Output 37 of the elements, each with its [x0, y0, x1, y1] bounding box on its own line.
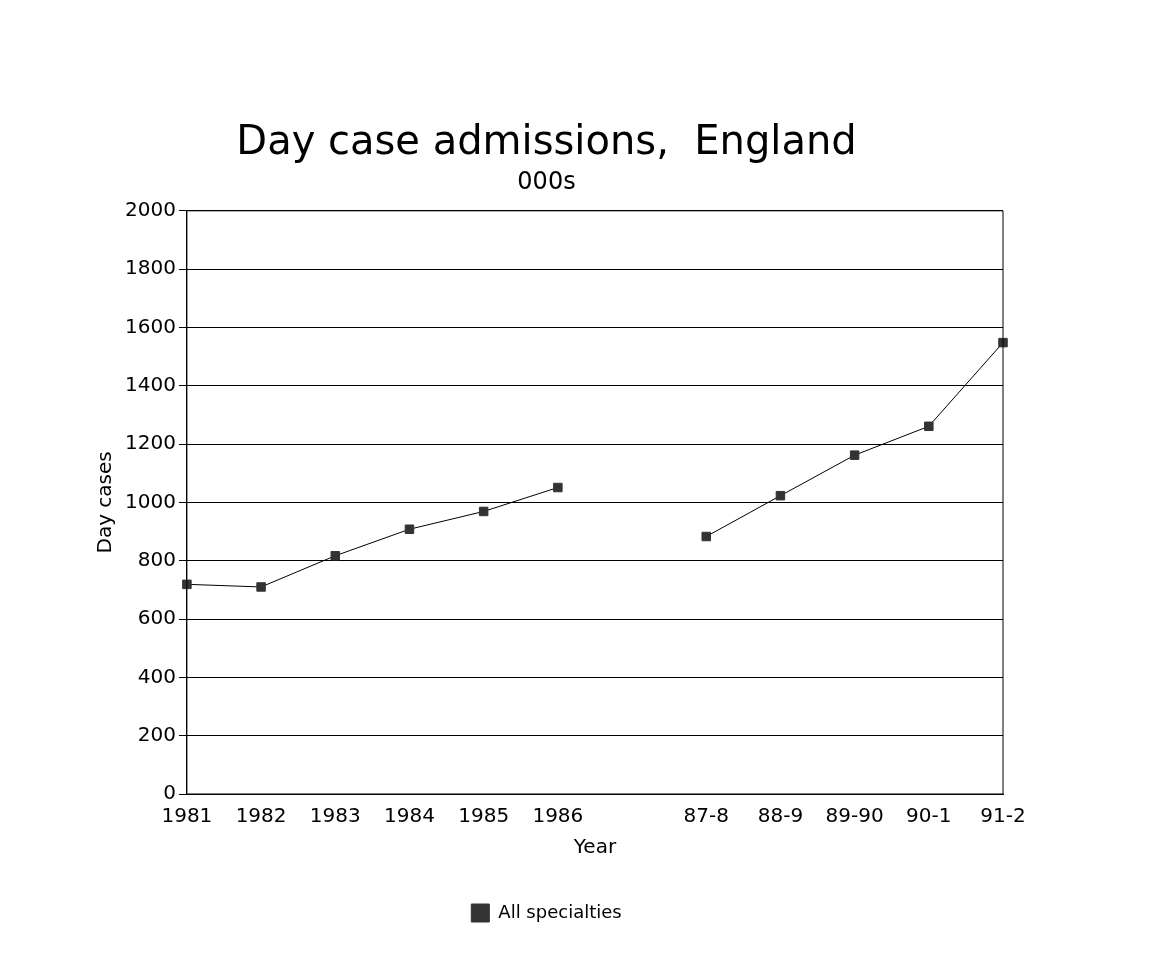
x-tick-label: 88-9 — [757, 803, 804, 828]
chart-title: Day case admissions, England — [236, 117, 857, 164]
point — [701, 531, 711, 542]
x-tick-label: 87-8 — [683, 803, 729, 828]
y-tick-label: 2000 — [124, 197, 176, 221]
y-tick-label: 400 — [137, 663, 176, 688]
y-axis-title: Day cases — [92, 451, 117, 554]
point — [330, 551, 341, 561]
y-tick-label: 0 — [163, 780, 176, 805]
y-tick-label: 600 — [137, 605, 176, 630]
x-tick-label: 89-90 — [825, 803, 884, 828]
point — [182, 579, 192, 590]
y-tick-label: 1000 — [124, 488, 176, 513]
legend-label: All specialties — [498, 900, 622, 922]
point — [404, 524, 415, 534]
point — [924, 421, 934, 432]
y-tick-label: 800 — [137, 546, 176, 571]
x-tick-label: 1984 — [384, 803, 435, 828]
point — [553, 482, 563, 493]
y-tick-label: 1800 — [124, 255, 176, 280]
y-tick-label: 200 — [137, 721, 176, 746]
point — [256, 582, 266, 592]
x-axis-title: Year — [572, 834, 617, 859]
x-tick-label: 1983 — [309, 803, 361, 828]
y-tick-label: 1400 — [124, 371, 176, 396]
y-tick-label: 1200 — [124, 430, 176, 455]
chart-subtitle: 000s — [517, 166, 576, 195]
x-tick-label: 1985 — [458, 803, 510, 828]
y-tick-label: 1600 — [124, 313, 176, 338]
x-tick-label: 1986 — [532, 803, 584, 828]
x-tick-label: 1981 — [161, 803, 213, 828]
x-tick-label: 91-2 — [980, 803, 1026, 828]
point — [849, 450, 860, 460]
point — [775, 490, 786, 501]
point — [478, 506, 489, 517]
x-tick-label: 90-1 — [906, 803, 952, 828]
x-tick-label: 1982 — [235, 803, 287, 828]
